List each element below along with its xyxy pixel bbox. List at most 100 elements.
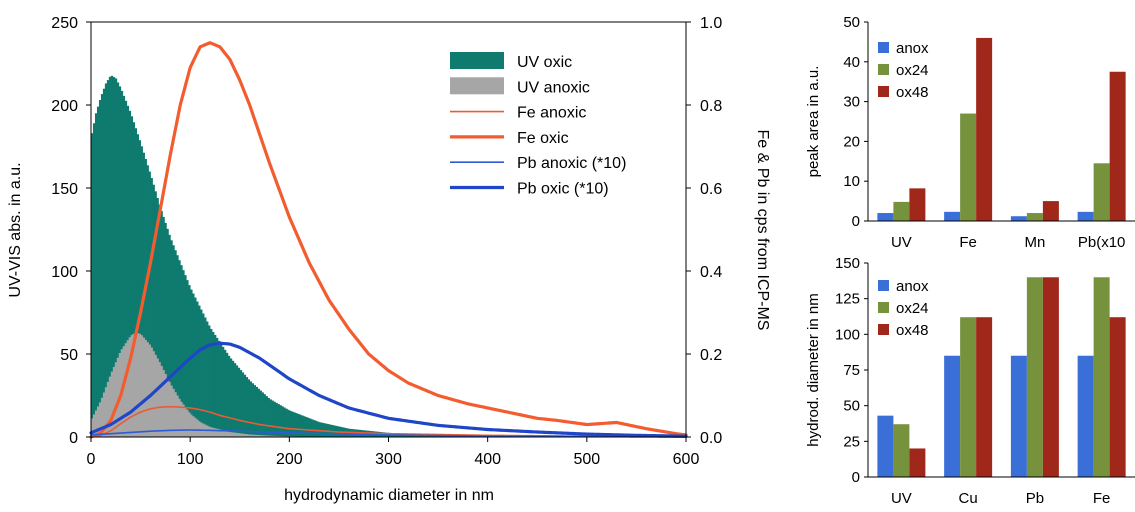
legend-label: Pb anoxic (*10) — [517, 155, 626, 172]
area-bar — [114, 362, 118, 437]
area-bar — [110, 75, 114, 437]
area-bar — [259, 435, 262, 437]
area-bar — [289, 410, 292, 437]
area-bar — [194, 417, 197, 437]
area-bar — [164, 222, 167, 437]
area-bar — [245, 434, 249, 437]
y-axis-label: peak area in a.u. — [805, 66, 822, 178]
area-bar — [235, 432, 239, 437]
area-bar — [92, 414, 96, 437]
area-bar — [144, 339, 147, 437]
area-bar — [271, 400, 274, 437]
category-label: Fe — [1093, 490, 1111, 507]
bar-anox-cu — [944, 355, 961, 477]
area-bar — [249, 434, 253, 437]
area-bar — [277, 435, 280, 437]
legend-swatch — [450, 77, 504, 95]
area-bar — [172, 245, 175, 437]
area-bar — [223, 430, 227, 437]
area-bar — [225, 352, 229, 437]
y-tick-label: 20 — [843, 133, 860, 150]
area-bar — [229, 358, 233, 437]
area-bar — [124, 100, 128, 437]
legend-swatch — [878, 280, 889, 291]
y-tick-label: 0 — [852, 469, 860, 486]
area-bar — [120, 90, 124, 437]
area-bar — [206, 321, 209, 437]
area-bar — [158, 204, 161, 437]
area-bar — [96, 406, 100, 437]
y2-axis-label: Fe & Pb in cps from ICP-MS — [754, 130, 771, 331]
area-bar — [114, 78, 118, 437]
legend-label: UV anoxic — [517, 79, 590, 96]
area-bar — [192, 293, 195, 437]
area-bar — [154, 354, 157, 437]
area-bar — [138, 140, 141, 437]
y-tick-label: 50 — [843, 398, 860, 415]
area-bar — [255, 386, 258, 437]
area-bar — [219, 343, 223, 437]
area-bar — [106, 381, 110, 437]
area-bar — [134, 128, 138, 438]
y-tick-label: 0 — [69, 430, 78, 447]
area-bar — [295, 413, 298, 437]
area-bar — [110, 371, 114, 437]
area-bar — [91, 133, 94, 437]
bar-ox48-cu — [976, 317, 993, 477]
area-bar — [227, 355, 231, 437]
area-bar — [170, 240, 173, 437]
bar-ox24-mn — [1026, 213, 1043, 221]
legend-label: ox48 — [896, 84, 929, 101]
area-bar — [269, 435, 272, 437]
bar-ox48-fe — [976, 37, 993, 221]
y-tick-label: 125 — [835, 291, 860, 308]
area-bar — [178, 398, 181, 437]
y2-tick-label: 0.0 — [700, 430, 722, 447]
area-bar — [140, 146, 143, 437]
bar-ox24-uv — [893, 424, 910, 477]
area-bar — [118, 86, 122, 437]
area-bar — [251, 383, 255, 437]
y-tick-label: 10 — [843, 173, 860, 190]
area-bar — [150, 178, 153, 438]
y-tick-label: 200 — [51, 98, 78, 115]
legend-swatch — [878, 302, 889, 313]
bar-anox-uv — [877, 415, 894, 477]
legend-swatch — [878, 324, 889, 335]
area-bar — [156, 358, 159, 437]
area-bar — [309, 418, 312, 437]
legend-label: anox — [896, 278, 929, 295]
area-bar — [265, 435, 268, 437]
area-bar — [106, 80, 110, 437]
bar-anox-fe — [944, 211, 961, 221]
category-label: UV — [891, 490, 912, 507]
y-axis-label: hydrod. diameter in nm — [805, 293, 822, 446]
area-bar — [184, 407, 187, 437]
area-bar — [257, 388, 260, 437]
area-bar — [112, 77, 116, 438]
area-bar — [255, 434, 258, 437]
area-bar — [279, 405, 282, 437]
area-bar — [204, 317, 207, 437]
area-bar — [96, 106, 100, 437]
area-bar — [273, 435, 276, 437]
y-tick-label: 100 — [51, 264, 78, 281]
area-bar — [132, 333, 136, 437]
area-bar — [182, 404, 185, 437]
area-bar — [247, 379, 251, 437]
area-bar — [233, 432, 237, 437]
area-bar — [210, 328, 213, 437]
area-bar — [281, 406, 284, 437]
y-tick-label: 30 — [843, 94, 860, 111]
area-bar — [130, 116, 134, 437]
x-tick-label: 100 — [177, 451, 204, 468]
area-bar — [176, 395, 179, 437]
area-bar — [231, 432, 235, 437]
area-bar — [267, 435, 270, 437]
area-bar — [253, 434, 257, 437]
y-tick-label: 40 — [843, 54, 860, 71]
area-bar — [297, 413, 300, 437]
area-bar — [184, 275, 187, 437]
bar-anox-pb — [1010, 355, 1027, 477]
